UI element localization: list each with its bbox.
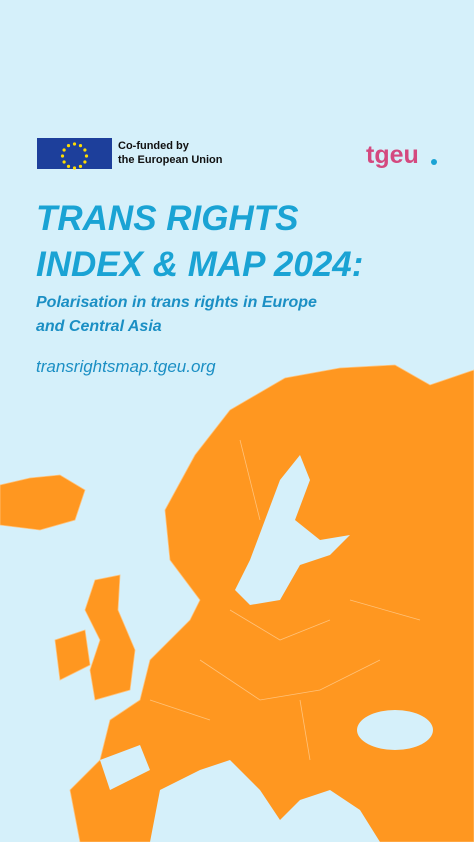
subtitle: Polarisation in trans rights in Europe: [36, 294, 317, 311]
title: TRANS RIGHTS: [36, 199, 299, 238]
title: INDEX & MAP 2024:: [36, 245, 363, 284]
funding-text: the European Union: [118, 154, 223, 166]
funding-text: Co-funded by: [118, 140, 190, 152]
eu-flag: [37, 138, 112, 170]
brand-dot: [431, 159, 437, 165]
subtitle: and Central Asia: [36, 318, 162, 335]
europe-map: [0, 364, 474, 842]
brand-logo: tgeu: [366, 141, 419, 169]
url: transrightsmap.tgeu.org: [36, 357, 216, 376]
